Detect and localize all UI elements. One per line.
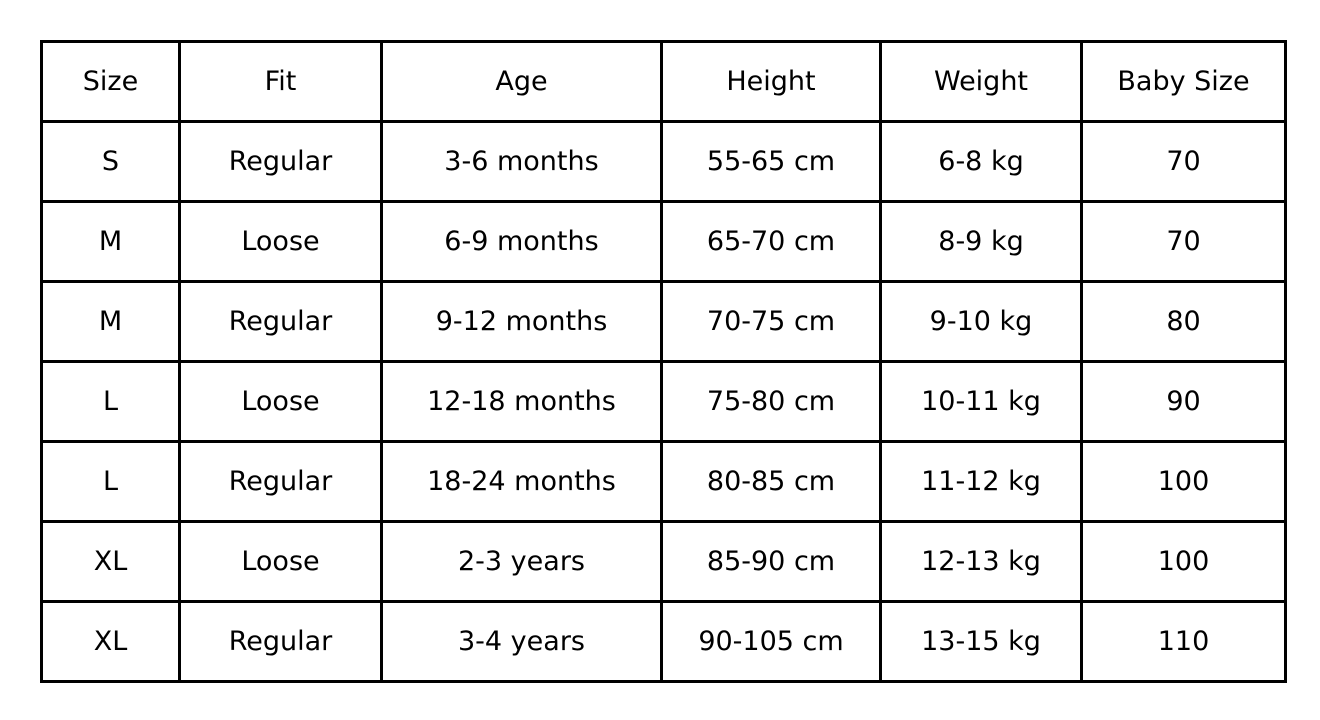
column-header-age: Age [380, 40, 663, 123]
table-cell: XL [40, 600, 181, 683]
table-row: M Loose 6-9 months 65-70 cm 8-9 kg 70 [40, 200, 1287, 283]
column-header-height: Height [660, 40, 882, 123]
table-cell: L [40, 360, 181, 443]
table-cell: 70 [1080, 200, 1287, 283]
header-row: Size Fit Age Height Weight Baby Size [40, 40, 1287, 123]
table-cell: Regular [178, 440, 383, 523]
table-row: L Regular 18-24 months 80-85 cm 11-12 kg 100 [40, 440, 1287, 523]
table-cell: 110 [1080, 600, 1287, 683]
table-cell: 8-9 kg [879, 200, 1083, 283]
table-cell: Loose [178, 360, 383, 443]
table-row: M Regular 9-12 months 70-75 cm 9-10 kg 80 [40, 280, 1287, 363]
table-cell: Regular [178, 600, 383, 683]
table-cell: Regular [178, 120, 383, 203]
table-cell: 6-8 kg [879, 120, 1083, 203]
table-cell: M [40, 200, 181, 283]
table-cell: 18-24 months [380, 440, 663, 523]
column-header-fit: Fit [178, 40, 383, 123]
table-cell: Regular [178, 280, 383, 363]
table-cell: 3-6 months [380, 120, 663, 203]
table-cell: 6-9 months [380, 200, 663, 283]
table-cell: 10-11 kg [879, 360, 1083, 443]
column-header-weight: Weight [879, 40, 1083, 123]
table-cell: L [40, 440, 181, 523]
table-cell: 3-4 years [380, 600, 663, 683]
table-cell: 9-12 months [380, 280, 663, 363]
table-cell: XL [40, 520, 181, 603]
table-cell: 70 [1080, 120, 1287, 203]
table-cell: 9-10 kg [879, 280, 1083, 363]
table-row: S Regular 3-6 months 55-65 cm 6-8 kg 70 [40, 120, 1287, 203]
table-row: XL Loose 2-3 years 85-90 cm 12-13 kg 100 [40, 520, 1287, 603]
table-cell: Loose [178, 200, 383, 283]
table-cell: 55-65 cm [660, 120, 882, 203]
table-cell: 70-75 cm [660, 280, 882, 363]
table-cell: 100 [1080, 520, 1287, 603]
table-cell: 80-85 cm [660, 440, 882, 523]
table-cell: 65-70 cm [660, 200, 882, 283]
table-cell: 12-13 kg [879, 520, 1083, 603]
table-cell: 11-12 kg [879, 440, 1083, 523]
table-cell: Loose [178, 520, 383, 603]
column-header-size: Size [40, 40, 181, 123]
baby-size-chart-table: Size Fit Age Height Weight Baby Size S Regular… [40, 40, 1287, 683]
table-cell: 2-3 years [380, 520, 663, 603]
table-cell: 90 [1080, 360, 1287, 443]
table-row: XL Regular 3-4 years 90-105 cm 13-15 kg 110 [40, 600, 1287, 683]
table-cell: 100 [1080, 440, 1287, 523]
table-cell: M [40, 280, 181, 363]
table-cell: S [40, 120, 181, 203]
table-body: S Regular 3-6 months 55-65 cm 6-8 kg 70 M Loose… [40, 120, 1287, 683]
table-row: L Loose 12-18 months 75-80 cm 10-11 kg 90 [40, 360, 1287, 443]
table-cell: 75-80 cm [660, 360, 882, 443]
table-cell: 90-105 cm [660, 600, 882, 683]
table-cell: 13-15 kg [879, 600, 1083, 683]
column-header-baby-size: Baby Size [1080, 40, 1287, 123]
table-cell: 85-90 cm [660, 520, 882, 603]
table-cell: 80 [1080, 280, 1287, 363]
table-cell: 12-18 months [380, 360, 663, 443]
